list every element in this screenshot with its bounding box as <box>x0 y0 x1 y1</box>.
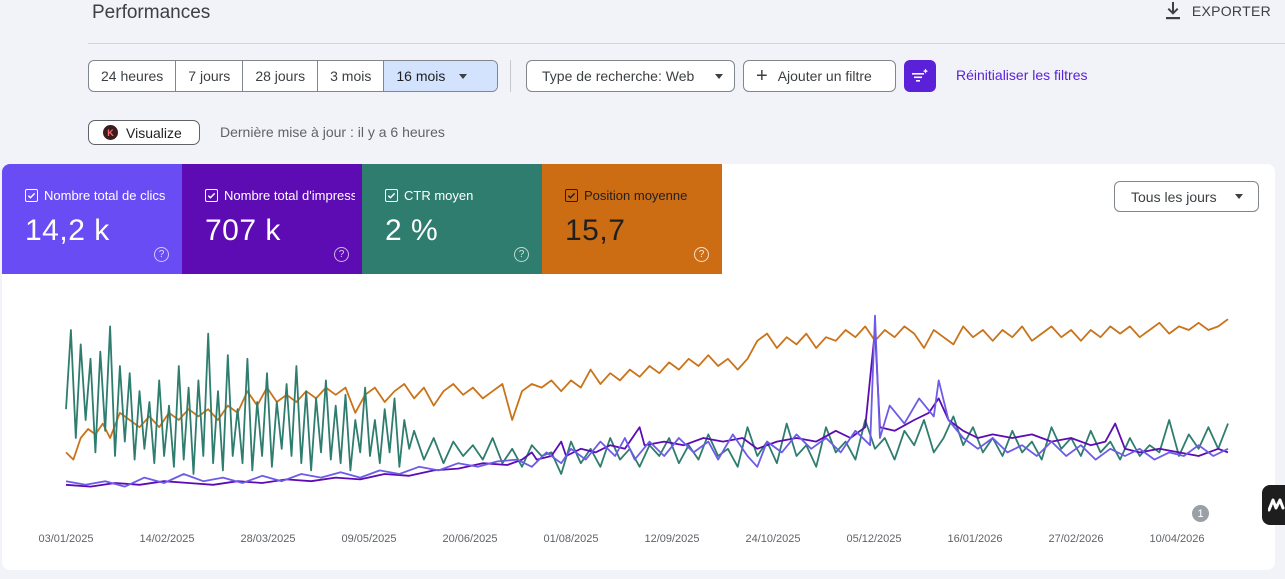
help-icon[interactable]: ? <box>514 247 529 262</box>
metric-label: Nombre total d'impressions <box>224 188 355 203</box>
x-tick-label: 24/10/2025 <box>745 533 800 545</box>
checkbox-icon[interactable] <box>385 189 398 202</box>
annotation-marker[interactable]: 1 <box>1192 505 1209 522</box>
period-7d-button[interactable]: 7 jours <box>176 61 244 91</box>
search-type-dropdown[interactable]: Type de recherche: Web <box>526 60 735 92</box>
granularity-label: Tous les jours <box>1131 188 1217 205</box>
x-tick-label: 20/06/2025 <box>442 533 497 545</box>
filter-sparkle-icon <box>912 68 929 82</box>
period-28d-button[interactable]: 28 jours <box>243 61 319 91</box>
filters-separator <box>510 60 511 92</box>
metric-value: 2 % <box>385 214 439 247</box>
metric-label: CTR moyen <box>404 188 474 203</box>
metric-label: Nombre total de clics <box>44 188 166 203</box>
performance-line-chart: 03/01/2025 14/02/2025 28/03/2025 09/05/2025… <box>38 314 1229 545</box>
k-logo-icon: K <box>103 125 118 140</box>
metric-card-clicks[interactable]: Nombre total de clics 14,2 k ? <box>2 164 182 274</box>
x-tick-label: 09/05/2025 <box>341 533 396 545</box>
x-tick-label: 03/01/2025 <box>38 533 93 545</box>
visualize-button[interactable]: K Visualize <box>88 120 200 145</box>
metric-card-position[interactable]: Position moyenne 15,7 ? <box>542 164 722 274</box>
x-tick-label: 12/09/2025 <box>644 533 699 545</box>
export-button[interactable]: EXPORTER <box>1164 1 1271 21</box>
metric-label: Position moyenne <box>584 188 688 203</box>
performance-card: Nombre total de clics 14,2 k ? Nombre to… <box>2 164 1275 570</box>
period-16m-label: 16 mois <box>396 68 446 84</box>
period-3m-button[interactable]: 3 mois <box>318 61 385 91</box>
checkbox-icon[interactable] <box>25 189 38 202</box>
metric-value: 707 k <box>205 214 281 247</box>
caret-down-icon <box>459 73 468 79</box>
x-tick-label: 28/03/2025 <box>240 533 295 545</box>
side-widget-button[interactable] <box>1262 485 1285 525</box>
help-icon[interactable]: ? <box>694 247 709 262</box>
series-line-0 <box>65 318 1229 461</box>
smart-filter-button[interactable] <box>904 60 936 92</box>
caret-down-icon <box>715 73 723 79</box>
add-filter-button[interactable]: + Ajouter un filtre <box>743 60 896 92</box>
metric-value: 15,7 <box>565 214 626 247</box>
granularity-dropdown[interactable]: Tous les jours <box>1114 181 1259 212</box>
search-type-label: Type de recherche: Web <box>542 68 695 84</box>
download-icon <box>1165 2 1180 20</box>
metric-card-ctr[interactable]: CTR moyen 2 % ? <box>362 164 542 274</box>
reset-filters-link[interactable]: Réinitialiser les filtres <box>956 67 1088 83</box>
series-line-1 <box>65 325 1229 475</box>
caret-down-icon <box>1235 194 1243 199</box>
last-update-text: Dernière mise à jour : il y a 6 heures <box>220 124 445 140</box>
header-divider <box>88 43 1285 44</box>
help-icon[interactable]: ? <box>334 247 349 262</box>
checkbox-icon[interactable] <box>565 189 578 202</box>
x-tick-label: 16/01/2026 <box>947 533 1002 545</box>
period-selector: 24 heures 7 jours 28 jours 3 mois 16 moi… <box>88 60 499 92</box>
metric-card-impressions[interactable]: Nombre total d'impressions 707 k ? <box>182 164 362 274</box>
metric-value: 14,2 k <box>25 214 110 247</box>
plus-icon: + <box>756 65 768 87</box>
add-filter-label: Ajouter un filtre <box>777 68 872 84</box>
help-icon[interactable]: ? <box>154 247 169 262</box>
series-line-3 <box>65 314 1229 488</box>
period-16m-button[interactable]: 16 mois <box>384 61 498 91</box>
x-tick-label: 27/02/2026 <box>1048 533 1103 545</box>
visualize-label: Visualize <box>126 124 182 141</box>
x-tick-label: 01/08/2025 <box>543 533 598 545</box>
x-tick-label: 10/04/2026 <box>1149 533 1204 545</box>
page-title: Performances <box>92 2 211 23</box>
export-label: EXPORTER <box>1191 3 1271 19</box>
wave-logo-icon <box>1268 498 1285 512</box>
x-tick-label: 14/02/2025 <box>139 533 194 545</box>
period-24h-button[interactable]: 24 heures <box>89 61 177 91</box>
checkbox-icon[interactable] <box>205 189 218 202</box>
x-tick-label: 05/12/2025 <box>846 533 901 545</box>
